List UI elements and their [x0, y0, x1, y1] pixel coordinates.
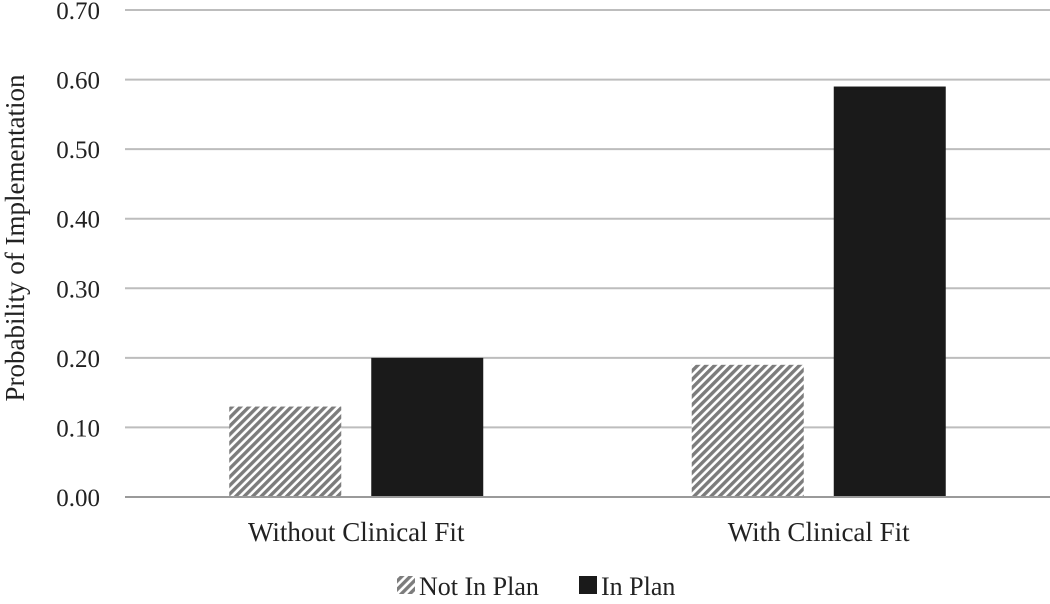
- bar-in-plan-0: [371, 357, 484, 497]
- legend-label: In Plan: [601, 572, 675, 601]
- gridlines: [125, 9, 1050, 429]
- y-tick-label: 0.70: [56, 0, 100, 25]
- y-tick-label: 0.10: [56, 415, 100, 442]
- y-tick-label: 0.00: [56, 485, 100, 512]
- bar-not-in-plan-0: [229, 406, 342, 497]
- x-category-label: With Clinical Fit: [728, 517, 910, 547]
- legend-swatch: [579, 576, 597, 594]
- y-tick-label: 0.20: [56, 346, 100, 373]
- bars: [229, 86, 946, 498]
- y-tick-label: 0.30: [56, 276, 100, 303]
- y-tick-label: 0.60: [56, 68, 100, 95]
- legend: Not In Plan In Plan: [397, 572, 675, 601]
- legend-label: Not In Plan: [419, 572, 539, 601]
- bar-not-in-plan-1: [691, 364, 804, 497]
- legend-swatch: [397, 576, 415, 594]
- y-axis-title: Probability of Implementation: [0, 74, 30, 401]
- x-axis-category-labels: Without Clinical Fit With Clinical Fit: [248, 517, 910, 547]
- y-axis-ticks: 0.00 0.10 0.20 0.30 0.40 0.50 0.60 0.70: [56, 0, 100, 512]
- x-category-label: Without Clinical Fit: [248, 517, 465, 547]
- bar-in-plan-1: [833, 86, 946, 498]
- y-tick-label: 0.40: [56, 207, 100, 234]
- y-tick-label: 0.50: [56, 137, 100, 164]
